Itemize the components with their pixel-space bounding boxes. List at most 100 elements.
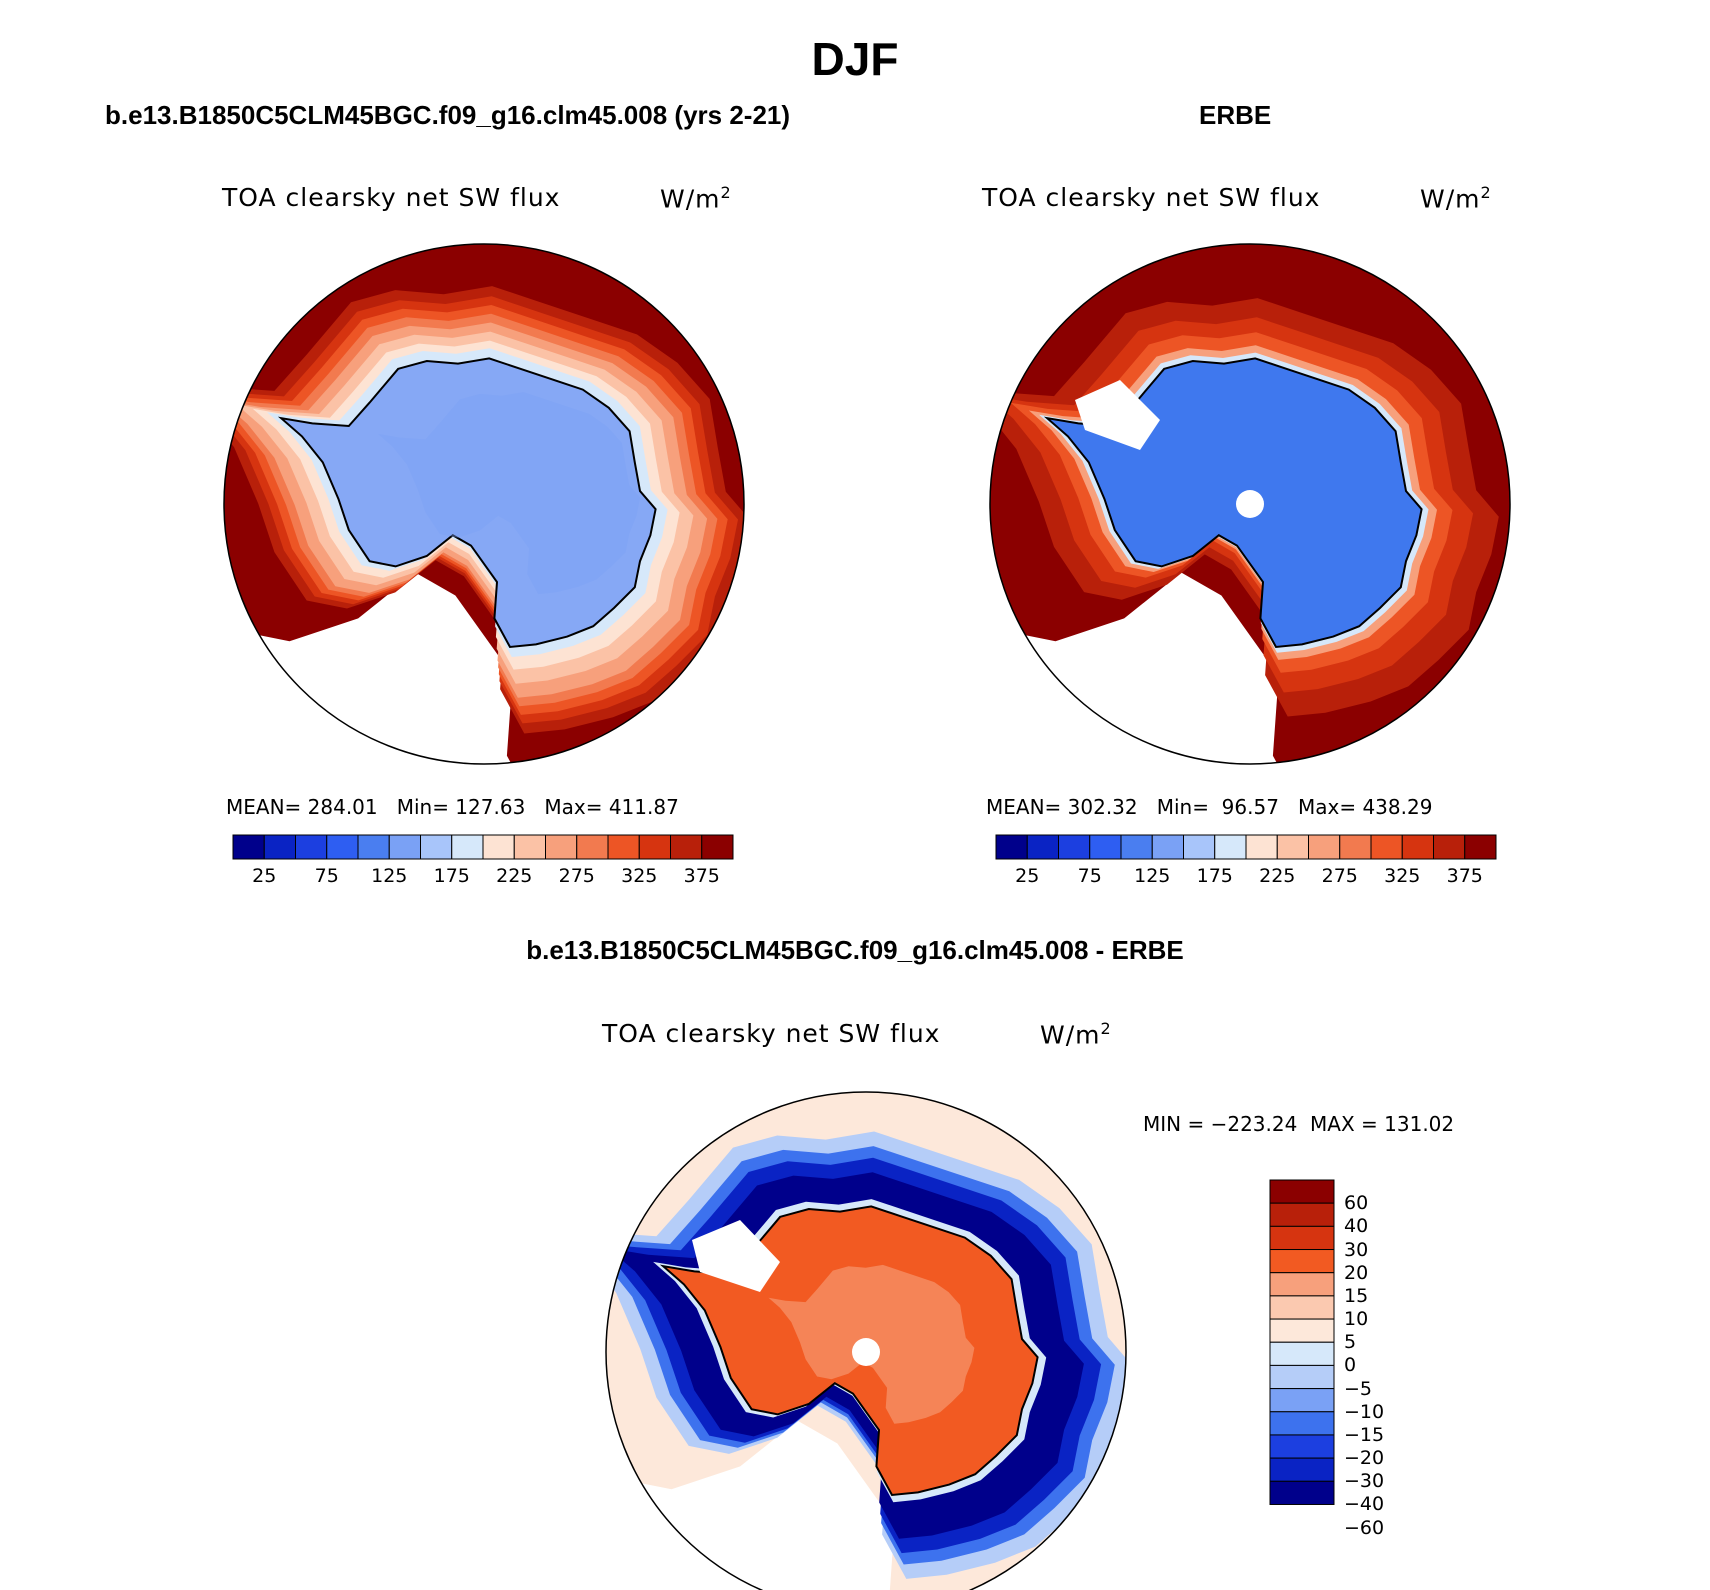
- obs-colorbar-box: [1026, 834, 1059, 860]
- stats-obs: MEAN= 302.32 Min= 96.57 Max= 438.29: [986, 795, 1433, 819]
- diff-colorbar-tick-label: 40: [1344, 1215, 1369, 1238]
- model-colorbar-box: [326, 834, 359, 860]
- diff-colorbar-tick-label: −30: [1344, 1470, 1385, 1493]
- units-text: W/m: [660, 184, 721, 214]
- obs-colorbar-box: [1058, 834, 1091, 860]
- obs-map: [989, 243, 1511, 765]
- units-label-diff: W/m2: [1040, 1019, 1112, 1049]
- variable-label-model: TOA clearsky net SW flux: [222, 183, 561, 212]
- model-colorbar-tick-label: 175: [433, 865, 470, 887]
- units-exponent: 2: [1480, 183, 1492, 202]
- diff-colorbar-tick-label: −40: [1344, 1493, 1385, 1516]
- units-exponent: 2: [1100, 1019, 1112, 1038]
- diff-colorbar-box: [1269, 1388, 1335, 1413]
- model-colorbar-tick-label: 275: [558, 865, 595, 887]
- diff-colorbar-box: [1269, 1179, 1335, 1204]
- obs-colorbar-tick-label: 125: [1134, 865, 1171, 887]
- obs-colorbar-box: [1276, 834, 1309, 860]
- model-colorbar-tick-label: 75: [314, 865, 339, 887]
- obs-pole-missing: [1236, 490, 1264, 518]
- diff-colorbar-box: [1269, 1364, 1335, 1390]
- model-colorbar-box: [513, 834, 546, 860]
- diff-colorbar-box: [1269, 1341, 1335, 1366]
- stats-model: MEAN= 284.01 Min= 127.63 Max= 411.87: [226, 795, 679, 819]
- obs-colorbar-box: [1401, 834, 1434, 860]
- diff-colorbar-box: [1269, 1457, 1335, 1482]
- units-label-obs: W/m2: [1420, 183, 1492, 213]
- diff-colorbar-tick-label: 0: [1344, 1354, 1357, 1377]
- diff-colorbar-box: [1269, 1249, 1335, 1274]
- obs-colorbar-box: [1464, 834, 1497, 860]
- diff-map-border: [605, 1091, 1127, 1590]
- variable-label-diff: TOA clearsky net SW flux: [602, 1019, 941, 1048]
- obs-map-border: [989, 243, 1511, 765]
- panel-title-model: b.e13.B1850C5CLM45BGC.f09_g16.clm45.008 …: [105, 100, 791, 130]
- diff-colorbar-tick-label: −20: [1344, 1447, 1385, 1470]
- units-exponent: 2: [720, 183, 732, 202]
- variable-label-obs: TOA clearsky net SW flux: [982, 183, 1321, 212]
- model-colorbar-box: [638, 834, 671, 860]
- model-colorbar-tick-label: 375: [683, 865, 720, 887]
- obs-colorbar-box: [1214, 834, 1247, 860]
- diff-missing-data: [692, 1220, 780, 1292]
- figure-title: DJF: [811, 33, 899, 85]
- model-map-border: [223, 243, 745, 765]
- diff-colorbar-tick-label: 15: [1344, 1284, 1369, 1307]
- model-map: [223, 243, 745, 765]
- model-colorbar-box: [451, 834, 484, 860]
- obs-colorbar-box: [1433, 834, 1466, 860]
- diff-colorbar-tick-label: −5: [1344, 1377, 1373, 1400]
- diff-colorbar-box: [1269, 1480, 1335, 1505]
- model-colorbar-tick-label: 225: [496, 865, 533, 887]
- obs-colorbar-tick-label: 225: [1259, 865, 1296, 887]
- diff-colorbar-tick-label: 10: [1344, 1308, 1369, 1331]
- units-text: W/m: [1040, 1020, 1101, 1050]
- diff-map: [605, 1091, 1127, 1590]
- stats-diff: MIN = −223.24 MAX = 131.02: [1143, 1112, 1455, 1136]
- diff-colorbar-tick-label: −15: [1344, 1423, 1385, 1446]
- model-colorbar-box: [576, 834, 609, 860]
- diff-pole-missing: [852, 1338, 880, 1366]
- model-interior-band: [378, 392, 641, 595]
- panel-title-obs: ERBE: [1199, 100, 1272, 130]
- obs-colorbar-tick-label: 175: [1196, 865, 1233, 887]
- model-colorbar-box: [295, 834, 328, 860]
- diff-colorbar-tick-label: 30: [1344, 1238, 1369, 1261]
- model-colorbar-box: [388, 834, 421, 860]
- obs-colorbar-box: [1089, 834, 1122, 860]
- obs-colorbar-box: [1183, 834, 1216, 860]
- model-colorbar-box: [263, 834, 296, 860]
- diff-colorbar-tick-label: −60: [1344, 1516, 1385, 1539]
- panel-title-diff: b.e13.B1850C5CLM45BGC.f09_g16.clm45.008 …: [526, 935, 1184, 965]
- model-colorbar-box: [357, 834, 390, 860]
- model-colorbar-tick-label: 125: [371, 865, 408, 887]
- model-colorbar-box: [670, 834, 703, 860]
- obs-colorbar-box: [1339, 834, 1372, 860]
- model-colorbar-box: [545, 834, 578, 860]
- diff-colorbar-box: [1269, 1295, 1335, 1320]
- obs-colorbar-box: [1151, 834, 1184, 860]
- diff-colorbar-box: [1269, 1318, 1335, 1343]
- units-label-model: W/m2: [660, 183, 732, 213]
- obs-colorbar-tick-label: 75: [1077, 865, 1102, 887]
- model-colorbar-box: [232, 834, 265, 860]
- units-text: W/m: [1420, 184, 1481, 214]
- obs-colorbar-box: [995, 834, 1028, 860]
- obs-colorbar-box: [1370, 834, 1403, 860]
- model-colorbar-tick-label: 325: [621, 865, 658, 887]
- obs-missing-data: [1075, 380, 1160, 450]
- diff-colorbar-tick-label: −10: [1344, 1400, 1385, 1423]
- model-colorbar-box: [607, 834, 640, 860]
- diff-colorbar-box: [1269, 1202, 1335, 1227]
- obs-colorbar-box: [1245, 834, 1278, 860]
- obs-colorbar-tick-label: 275: [1321, 865, 1358, 887]
- model-colorbar-box: [482, 834, 515, 860]
- obs-colorbar-tick-label: 375: [1446, 865, 1483, 887]
- diff-colorbar-box: [1269, 1225, 1335, 1251]
- diff-colorbar-box: [1269, 1434, 1335, 1459]
- model-colorbar-box: [420, 834, 453, 860]
- model-colorbar-box: [701, 834, 734, 860]
- obs-colorbar-tick-label: 325: [1384, 865, 1421, 887]
- diff-colorbar-tick-label: 5: [1344, 1331, 1357, 1354]
